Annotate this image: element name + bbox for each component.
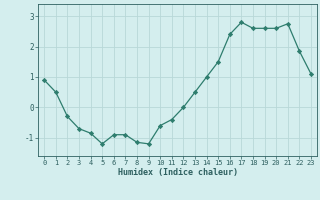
X-axis label: Humidex (Indice chaleur): Humidex (Indice chaleur): [118, 168, 238, 177]
